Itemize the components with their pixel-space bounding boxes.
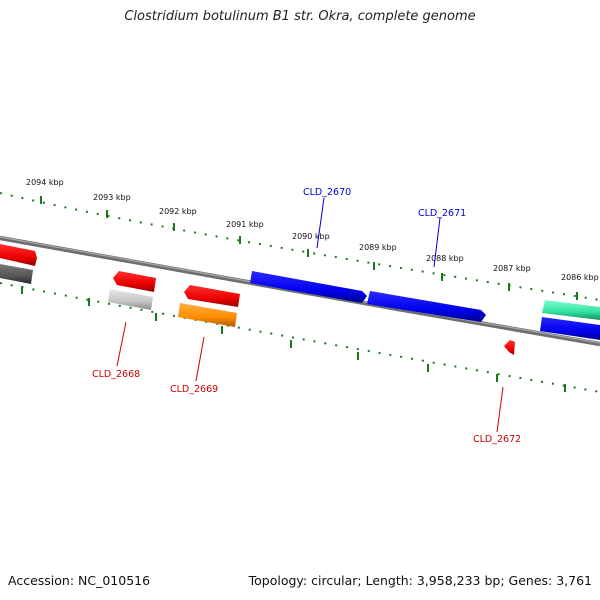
leader-cld-2669: [195, 336, 205, 382]
tick-label: 2086 kbp: [561, 273, 599, 282]
gene-cld-2668-grey[interactable]: [108, 289, 153, 310]
gene-cld-2670[interactable]: [250, 271, 367, 303]
leader-cld-2672: [496, 386, 504, 433]
ruler-lower-major-ticks: [21, 286, 566, 392]
ruler-upper-major-ticks: [40, 196, 578, 300]
tick-label: 2090 kbp: [292, 232, 330, 241]
tick-label: 2088 kbp: [426, 254, 464, 263]
gene-label-cld-2669: CLD_2669: [170, 384, 218, 395]
gene-label-cld-2670: CLD_2670: [303, 187, 351, 198]
gene-blue-right-edge[interactable]: [540, 317, 600, 340]
ruler-lower-dotted: [0, 282, 600, 393]
gene-teal-right-edge[interactable]: [542, 300, 600, 320]
tick-label: 2089 kbp: [359, 243, 397, 252]
genome-title: Clostridium botulinum B1 str. Okra, comp…: [124, 9, 476, 24]
tick-label: 2091 kbp: [226, 220, 264, 229]
gene-label-cld-2668: CLD_2668: [92, 369, 140, 380]
accession-text: Accession: NC_010516: [8, 573, 151, 588]
gene-label-cld-2671: CLD_2671: [418, 208, 466, 219]
gene-label-cld-2672: CLD_2672: [473, 434, 521, 445]
gene-cld-2672[interactable]: [504, 340, 515, 355]
tick-label: 2093 kbp: [93, 193, 131, 202]
leader-cld-2670: [316, 197, 325, 249]
gene-cld-2669-orange[interactable]: [178, 303, 237, 327]
gene-cld-2668-red[interactable]: [113, 271, 156, 292]
gene-dark-left-edge[interactable]: [0, 264, 33, 284]
gene-cld-2671[interactable]: [367, 291, 486, 322]
tick-label: 2094 kbp: [26, 178, 64, 187]
leader-cld-2668: [116, 321, 127, 367]
tick-label: 2092 kbp: [159, 207, 197, 216]
gene-red-left-edge[interactable]: [0, 244, 37, 266]
topology-text: Topology: circular; Length: 3,958,233 bp…: [248, 573, 592, 588]
leader-cld-2671: [433, 217, 441, 268]
gene-cld-2669-red[interactable]: [184, 285, 240, 307]
ruler-tick-labels: 2094 kbp 2093 kbp 2092 kbp 2091 kbp 2090…: [26, 178, 599, 282]
tick-label: 2087 kbp: [493, 264, 531, 273]
